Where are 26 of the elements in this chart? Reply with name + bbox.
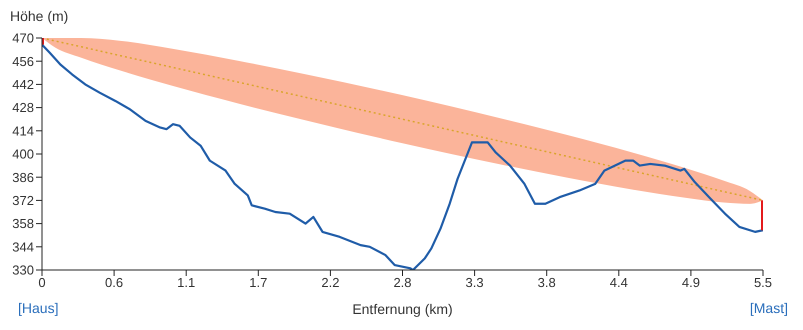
x-axis-title: Entfernung (km) [352, 301, 453, 317]
y-tick-label: 386 [12, 170, 34, 185]
x-tick-label: 4.9 [682, 275, 700, 290]
x-tick-label: 1.7 [249, 275, 268, 290]
x-tick-label: 4.4 [610, 275, 628, 290]
x-tick-label: 5.5 [754, 275, 772, 290]
y-tick-label: 400 [12, 146, 34, 162]
y-tick-label: 456 [12, 54, 34, 69]
x-tick-label: 0.6 [105, 275, 124, 290]
y-tick-label: 428 [12, 100, 34, 116]
text: [Mast] [750, 300, 788, 316]
y-tick-label: 414 [12, 123, 34, 138]
y-tick-label: 358 [12, 216, 34, 232]
y-tick-label: 470 [12, 30, 34, 46]
y-tick-label: 442 [12, 77, 34, 92]
x-tick-label: 3.8 [538, 275, 556, 290]
x-tick-label: 3.3 [466, 275, 484, 290]
y-tick-label: 344 [12, 239, 34, 254]
y-tick-label: 330 [12, 262, 34, 278]
y-tick-label: 372 [12, 193, 34, 208]
text: [Haus] [18, 300, 58, 316]
x-tick-label: 0 [38, 275, 46, 290]
x-tick-label: 1.1 [177, 275, 196, 290]
x-tick-label: 2.8 [393, 275, 412, 290]
x-tick-label: 2.2 [321, 275, 340, 290]
y-axis-title: Höhe (m) [10, 8, 68, 24]
